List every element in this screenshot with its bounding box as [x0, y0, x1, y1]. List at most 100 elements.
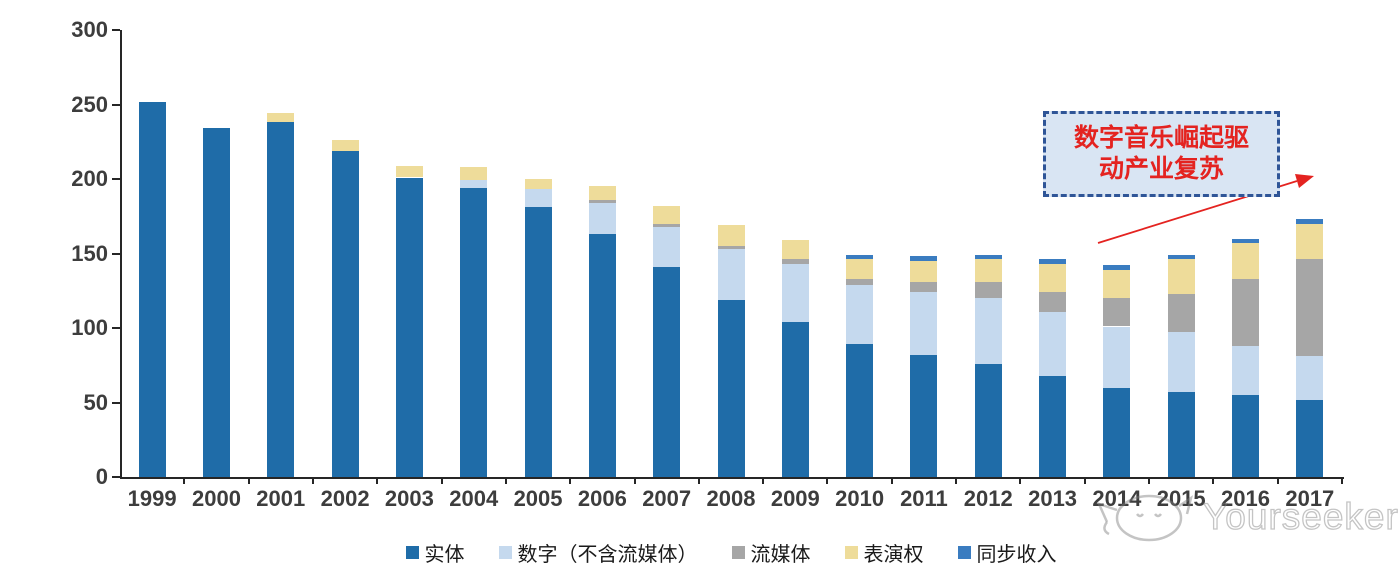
bar-segment-数字（不含流媒体）: [588, 202, 616, 235]
bar-segment-实体: [717, 299, 745, 477]
legend-swatch-icon: [405, 545, 419, 559]
legend-swatch-icon: [498, 545, 512, 559]
legend-item: 同步收入: [957, 538, 1057, 567]
bar-segment-数字（不含流媒体）: [910, 292, 938, 355]
bar-segment-同步收入: [846, 254, 874, 260]
yourseeker-cat-logo-icon: [1096, 494, 1193, 542]
bar-segment-实体: [1296, 399, 1324, 477]
bar-segment-流媒体: [781, 259, 809, 264]
x-axis-tick: [376, 477, 379, 484]
x-axis-tick: [762, 477, 765, 484]
bar-segment-表演权: [395, 165, 423, 178]
x-axis-tick-label: 2001: [256, 486, 306, 511]
bar-segment-数字（不含流媒体）: [781, 263, 809, 323]
legend-swatch-icon: [731, 545, 745, 559]
bar-segment-实体: [1232, 395, 1260, 477]
bar-segment-实体: [460, 187, 488, 477]
bar-segment-数字（不含流媒体）: [1039, 311, 1067, 376]
bar-segment-同步收入: [910, 256, 938, 261]
legend-label: 流媒体: [750, 543, 811, 566]
bar-segment-实体: [1167, 392, 1195, 477]
x-axis-tick-label: 2016: [1221, 486, 1270, 511]
x-axis-tick-label: 2014: [1092, 486, 1142, 511]
legend-item: 表演权: [844, 538, 924, 567]
bar-segment-实体: [267, 122, 295, 477]
bar-segment-实体: [1103, 387, 1131, 477]
bar-segment-实体: [781, 322, 809, 477]
x-axis-tick-label: 2000: [191, 486, 241, 511]
bar-segment-数字（不含流媒体）: [1296, 356, 1324, 400]
y-axis-tick-label: 200: [71, 166, 108, 191]
x-axis-tick: [1341, 477, 1343, 484]
bar-segment-流媒体: [653, 223, 681, 227]
bar-segment-同步收入: [1167, 254, 1195, 260]
watermark: Yourseeker: [1093, 488, 1398, 546]
bar-segment-流媒体: [717, 246, 745, 250]
bar-segment-数字（不含流媒体）: [524, 189, 552, 208]
x-axis-tick: [890, 477, 893, 484]
x-axis-tick-label: 2005: [513, 486, 563, 511]
x-axis-tick-label: 2015: [1156, 486, 1206, 511]
y-axis-tick-label: 300: [71, 17, 108, 42]
bar-segment-表演权: [1232, 243, 1260, 279]
bar-segment-实体: [588, 234, 616, 477]
x-axis-tick-label: 2002: [320, 486, 370, 511]
x-axis-tick: [183, 477, 186, 484]
bar-segment-表演权: [331, 140, 359, 151]
x-axis-tick: [247, 477, 250, 484]
bar-segment-数字（不含流媒体）: [653, 226, 681, 267]
x-axis-tick-label: 2004: [449, 486, 499, 511]
bar-segment-同步收入: [1232, 238, 1260, 244]
bar-segment-同步收入: [1039, 259, 1067, 264]
annotation-text-line1: 数字音乐崛起驱: [1073, 124, 1249, 152]
y-axis-tick-label: 0: [95, 464, 108, 489]
x-axis-tick: [569, 477, 572, 484]
bar-segment-实体: [202, 128, 230, 477]
bar-segment-表演权: [524, 179, 552, 190]
x-axis-tick: [955, 477, 958, 484]
bar-segment-实体: [524, 207, 552, 477]
bar-segment-数字（不含流媒体）: [1167, 332, 1195, 393]
bar-segment-表演权: [588, 186, 616, 200]
y-axis-tick: [112, 327, 120, 329]
y-axis-tick: [112, 401, 120, 404]
legend-swatch-icon: [844, 545, 858, 559]
bar-segment-实体: [653, 266, 681, 477]
bar-segment-实体: [138, 101, 166, 477]
x-axis-tick-label: 2011: [900, 486, 948, 511]
x-axis-tick: [1212, 477, 1215, 484]
bar-segment-流媒体: [910, 281, 938, 293]
bar-segment-流媒体: [1103, 298, 1131, 327]
y-axis-tick: [112, 178, 120, 180]
x-axis-tick-label: 1999: [127, 486, 177, 511]
bar-segment-流媒体: [1167, 293, 1195, 333]
x-axis-tick: [1148, 477, 1151, 484]
y-axis-tick: [112, 252, 120, 255]
bar-segment-表演权: [1167, 259, 1195, 294]
legend-label: 实体: [424, 543, 465, 566]
bar-segment-表演权: [267, 113, 295, 123]
x-axis-tick-label: 2017: [1285, 486, 1335, 511]
y-axis-tick-label: 250: [71, 91, 108, 117]
x-axis-tick: [633, 477, 636, 484]
bar-segment-表演权: [653, 205, 681, 224]
bar-segment-数字（不含流媒体）: [1232, 345, 1260, 396]
x-axis-tick: [440, 477, 443, 484]
legend: 实体 数字（不含流媒体） 流媒体 表演权 同步收入: [0, 537, 1398, 567]
bar-segment-实体: [846, 344, 874, 477]
bar-segment-流媒体: [1039, 292, 1067, 312]
bar-segment-表演权: [460, 167, 488, 181]
x-axis-tick-label: 2008: [706, 486, 756, 511]
watermark-brand-text: Yourseeker: [1202, 495, 1398, 537]
x-axis-tick: [311, 477, 314, 484]
y-axis-tick: [112, 103, 120, 106]
bar-segment-流媒体: [974, 281, 1002, 299]
bar-segment-流媒体: [846, 278, 874, 285]
x-axis-tick-label: 2009: [770, 486, 820, 511]
bar-segment-数字（不含流媒体）: [460, 180, 488, 188]
legend-label: 表演权: [863, 543, 924, 566]
legend-item: 流媒体: [731, 538, 811, 567]
legend-item: 数字（不含流媒体）: [498, 538, 698, 567]
bar-segment-表演权: [1103, 269, 1131, 299]
